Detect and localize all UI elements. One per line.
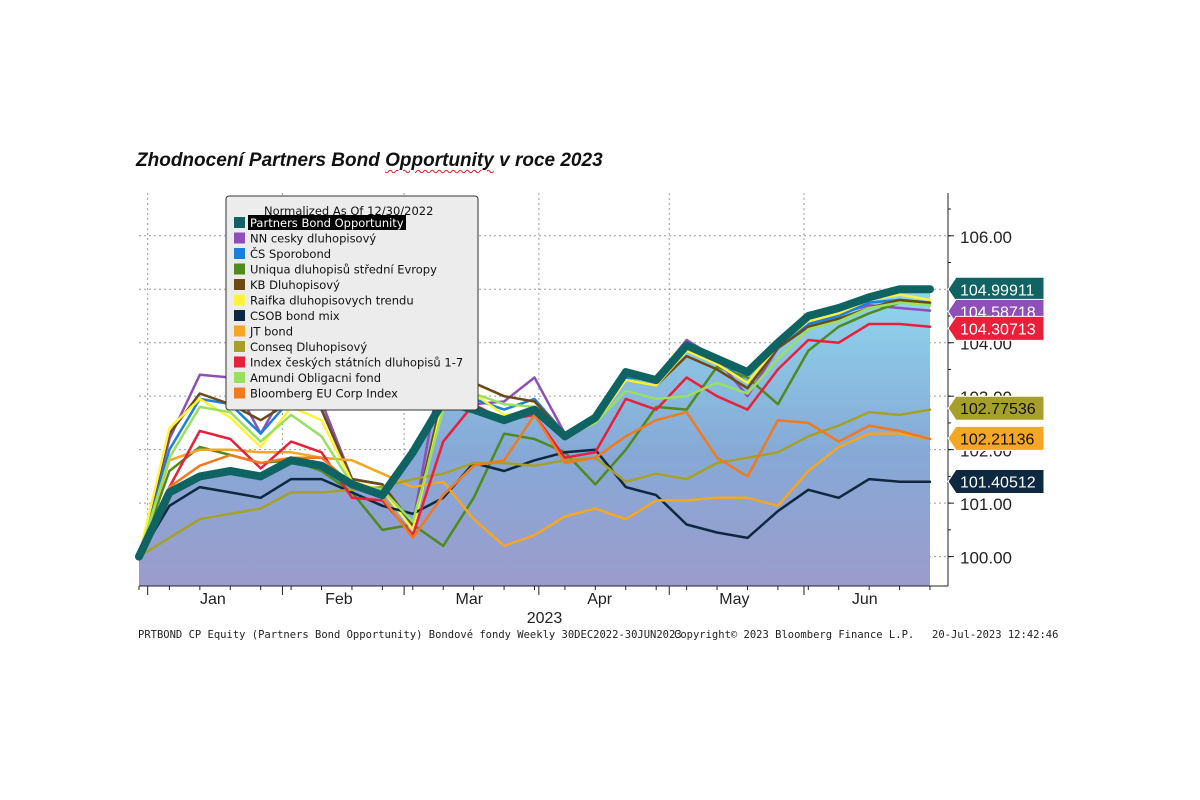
series-area-partners-bond-opportunity xyxy=(139,289,930,586)
end-label-flag xyxy=(947,315,1045,341)
end-label-flag xyxy=(947,395,1045,421)
title-part-2: Opportunity xyxy=(385,150,494,171)
legend-label: Bloomberg EU Corp Index xyxy=(250,387,398,401)
legend-swatch xyxy=(234,341,245,352)
end-label-text: 102.21136 xyxy=(960,431,1035,448)
legend-swatch xyxy=(234,232,245,244)
y-tick-label: 101.00 xyxy=(960,495,1012,514)
legend-swatch xyxy=(234,263,245,275)
legend-swatch xyxy=(234,248,245,259)
end-label: 104.30713 xyxy=(947,315,1045,341)
legend-highlight xyxy=(248,215,406,230)
legend-label: Raifka dluhopisovych trendu xyxy=(250,294,414,308)
end-label-text: 102.77536 xyxy=(960,401,1036,418)
end-label: 102.21136 xyxy=(947,425,1045,451)
legend-swatch xyxy=(234,310,245,321)
x-axis-label: 2023 xyxy=(527,610,563,627)
end-label: 102.77536 xyxy=(947,395,1045,421)
end-label: 104.99911 xyxy=(947,276,1045,302)
x-tick-label: Feb xyxy=(325,591,353,608)
legend-label: Partners Bond Opportunity xyxy=(250,216,404,230)
legend-swatch xyxy=(234,294,245,306)
legend-label: Conseq Dluhopisový xyxy=(250,340,367,354)
y-tick-label: 106.00 xyxy=(960,228,1012,247)
footer-timestamp: 20-Jul-2023 12:42:46 xyxy=(932,629,1059,641)
legend-label: Index českých státních dluhopisů 1-7 xyxy=(250,356,463,370)
end-label-flag xyxy=(947,276,1045,302)
x-tick-label: May xyxy=(719,591,749,608)
legend-title: Normalized As Of 12/30/2022 xyxy=(264,204,433,218)
end-label: 101.40512 xyxy=(947,468,1045,494)
legend-swatch xyxy=(234,325,245,337)
end-label-flag xyxy=(947,425,1045,451)
legend-swatch xyxy=(234,372,245,383)
chart-title: Zhodnocení Partners Bond Opportunity v r… xyxy=(136,150,603,172)
legend-swatch xyxy=(234,356,245,368)
title-part-3: v roce 2023 xyxy=(493,150,603,171)
y-tick-label: 100.00 xyxy=(960,549,1012,568)
x-tick-label: Apr xyxy=(587,591,613,608)
end-label-text: 104.30713 xyxy=(960,321,1036,338)
title-part-1: Zhodnocení Partners Bond xyxy=(136,150,386,171)
footer-source: PRTBOND CP Equity (Partners Bond Opportu… xyxy=(138,629,682,641)
legend-label: Uniqua dluhopisů střední Evropy xyxy=(250,263,437,277)
end-label-text: 101.40512 xyxy=(960,474,1036,491)
end-label-text: 104.99911 xyxy=(960,282,1035,299)
legend-swatch xyxy=(234,217,245,228)
series-group xyxy=(135,285,934,586)
x-tick-label: Mar xyxy=(456,591,484,608)
legend-swatch xyxy=(234,279,245,290)
legend-label: Amundi Obligacni fond xyxy=(250,371,381,385)
legend-swatch xyxy=(234,387,245,399)
legend-label: ČS Sporobond xyxy=(250,246,331,261)
legend-label: NN cesky dluhopisový xyxy=(250,232,376,246)
x-tick-label: Jan xyxy=(200,591,226,608)
legend-label: JT bond xyxy=(249,325,293,339)
end-label-flag xyxy=(947,468,1045,494)
legend-box xyxy=(225,195,479,411)
footer-copyright: Copyright© 2023 Bloomberg Finance L.P. xyxy=(674,629,915,641)
x-tick-label: Jun xyxy=(852,591,878,608)
legend-label: CSOB bond mix xyxy=(250,309,340,323)
legend-label: KB Dluhopisový xyxy=(250,278,340,292)
